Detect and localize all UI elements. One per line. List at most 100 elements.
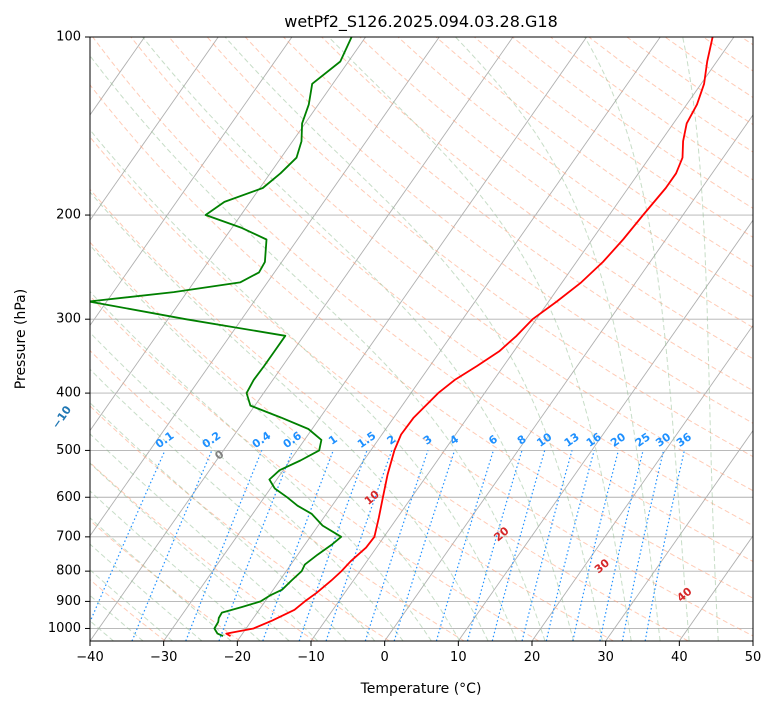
isotherm-line	[0, 37, 218, 641]
mixing-ratio-line	[492, 450, 544, 641]
isotherm-line	[311, 37, 734, 641]
dry-adiabat	[436, 37, 775, 641]
isotherm-line	[237, 37, 660, 641]
mixing-ratio-line	[573, 450, 619, 641]
moist-adiabat	[0, 37, 346, 641]
mixing-ratio-line	[622, 450, 663, 641]
moist-adiabat-label: 20	[491, 524, 511, 544]
mixing-ratio-line	[365, 450, 428, 641]
moist-adiabat	[0, 37, 488, 641]
mixing-ratio-line	[468, 450, 523, 641]
x-tick-label: 40	[671, 650, 688, 665]
mixing-ratio-label: 20	[608, 430, 628, 450]
moist-adiabat	[143, 37, 574, 641]
isotherm-line	[0, 37, 292, 641]
dry-adiabat	[0, 37, 315, 641]
mixing-ratio-line	[299, 450, 367, 641]
y-tick-label: 300	[56, 312, 81, 327]
mixing-ratio-label: 0.1	[153, 429, 176, 451]
x-tick-label: 30	[597, 650, 614, 665]
isotherm-line	[679, 37, 775, 641]
dry-adiabat-label: −10	[49, 403, 74, 431]
dry-adiabat	[512, 37, 775, 641]
mixing-ratio-label: 8	[515, 432, 529, 447]
x-tick-label: −20	[224, 650, 251, 665]
dry-adiabat	[0, 37, 240, 641]
x-tick-label: 10	[450, 650, 467, 665]
mixing-ratio-label: 4	[447, 432, 461, 447]
isotherm-line	[0, 37, 366, 641]
isotherm-line	[16, 37, 439, 641]
y-axis-label: Pressure (hPa)	[13, 289, 29, 389]
mixing-ratio-line	[522, 450, 572, 641]
y-tick-label: 900	[56, 594, 81, 609]
y-tick-label: 800	[56, 564, 81, 579]
x-tick-label: 50	[745, 650, 762, 665]
plot-frame	[90, 37, 753, 641]
isotherm-line	[164, 37, 587, 641]
mixing-ratio-label: 1	[326, 432, 340, 447]
mixing-ratio-line	[132, 450, 212, 641]
moist-adiabat	[0, 37, 431, 641]
mixing-ratio-label: 30	[653, 430, 673, 450]
dry-adiabat	[0, 37, 539, 641]
y-tick-label: 600	[56, 490, 81, 505]
mixing-ratio-label: 16	[584, 430, 604, 450]
mixing-ratio-line	[436, 450, 493, 641]
dry-adiabat	[398, 37, 775, 641]
moist-adiabat	[225, 37, 602, 641]
mixing-ratio-line	[645, 450, 684, 641]
dry-adiabat	[284, 37, 775, 641]
moist-adiabat-label: 10	[362, 488, 382, 508]
y-tick-label: 200	[56, 208, 81, 223]
mixing-ratio-label: 6	[486, 432, 500, 447]
x-tick-label: 0	[381, 650, 389, 665]
x-tick-label: 20	[524, 650, 541, 665]
x-tick-label: −30	[150, 650, 177, 665]
mixing-ratio-label: 0.2	[200, 429, 223, 451]
y-tick-label: 700	[56, 529, 81, 544]
moist-adiabat-label: 30	[592, 556, 612, 576]
moist-adiabat	[0, 37, 202, 641]
dry-adiabat	[360, 37, 775, 641]
moist-adiabat	[76, 37, 545, 641]
y-tick-label: 1000	[48, 621, 81, 636]
x-tick-label: −40	[76, 650, 103, 665]
curve-labels: −100−90−80−70−60−50−40−30−20−100.10.20.4…	[0, 20, 695, 605]
temperature-profile	[226, 37, 712, 636]
axes-frame	[90, 37, 753, 641]
mixing-ratio-label: 13	[562, 430, 582, 449]
y-tick-label: 400	[56, 386, 81, 401]
dry-adiabat	[741, 37, 775, 641]
y-tick-label: 500	[56, 443, 81, 458]
mixing-ratio-line	[82, 450, 165, 641]
mixing-ratio-line	[546, 450, 594, 641]
mixing-ratio-label: 0.6	[281, 429, 305, 451]
moist-adiabat	[22, 37, 517, 641]
plot-area	[0, 37, 775, 641]
x-axis-label: Temperature (°C)	[360, 681, 482, 697]
isotherm-line	[0, 37, 71, 641]
dry-adiabat	[169, 37, 775, 641]
dry-adiabat	[0, 37, 688, 641]
moist-adiabat-label: 0	[212, 447, 226, 462]
dry-adiabat	[322, 37, 775, 641]
y-tick-label: 100	[56, 30, 81, 45]
dry-adiabat	[474, 37, 775, 641]
dry-adiabat	[16, 37, 763, 641]
moist-adiabat	[0, 37, 289, 641]
chart-title: wetPf2_S126.2025.094.03.28.G18	[284, 12, 558, 32]
moist-adiabat	[683, 37, 719, 641]
moist-adiabat	[456, 37, 661, 641]
mixing-ratio-line	[326, 450, 392, 641]
isotherm-line	[753, 37, 775, 641]
moist-adiabat	[0, 37, 231, 641]
moist-adiabat	[0, 37, 318, 641]
x-tick-label: −10	[297, 650, 324, 665]
isotherm-line	[385, 37, 775, 641]
mixing-ratio-label: 0.4	[250, 429, 274, 451]
moist-adiabat	[0, 37, 460, 641]
